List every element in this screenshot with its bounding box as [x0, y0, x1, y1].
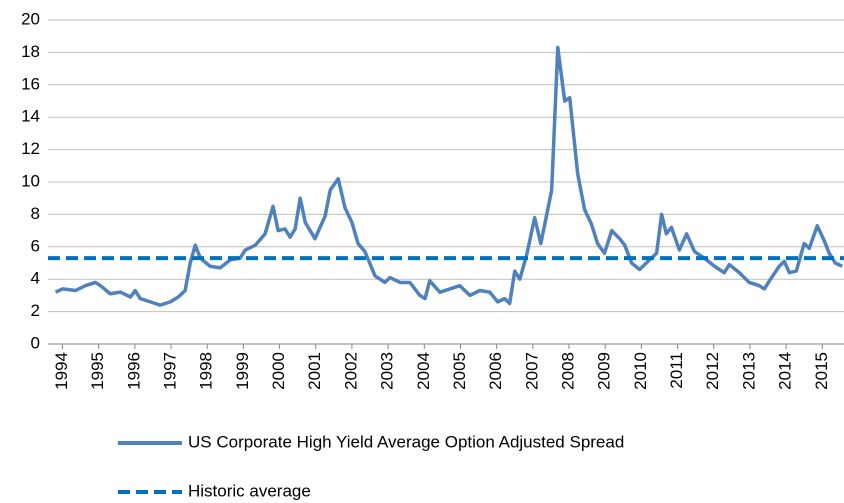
y-tick-label: 6: [31, 236, 40, 255]
x-tick-label: 2009: [595, 352, 614, 390]
legend-label: Historic average: [188, 481, 311, 500]
x-tick-label: 2013: [739, 352, 758, 390]
y-tick-label: 0: [31, 333, 40, 352]
x-tick-label: 2004: [414, 352, 433, 390]
data-line: [54, 45, 843, 307]
x-tick-label: 1998: [197, 352, 216, 390]
y-tick-label: 8: [31, 204, 40, 223]
x-tick-label: 2014: [776, 352, 795, 390]
y-tick-label: 14: [21, 107, 40, 126]
x-tick-label: 2000: [269, 352, 288, 390]
y-tick-label: 18: [21, 42, 40, 61]
x-tick-label: 1995: [88, 352, 107, 390]
y-tick-label: 12: [21, 139, 40, 158]
x-tick-label: 2001: [305, 352, 324, 390]
x-tick-label: 1994: [52, 352, 71, 390]
x-tick-label: 2005: [450, 352, 469, 390]
y-tick-label: 10: [21, 171, 40, 190]
x-tick-label: 2002: [341, 352, 360, 390]
legend-label: US Corporate High Yield Average Option A…: [188, 432, 624, 451]
x-tick-label: 2006: [486, 352, 505, 390]
x-tick-label: 2010: [631, 352, 650, 390]
x-tick-label: 1999: [233, 352, 252, 390]
y-tick-label: 2: [31, 301, 40, 320]
y-tick-label: 20: [21, 9, 40, 28]
x-tick-label: 2007: [522, 352, 541, 390]
x-tick-label: 2008: [559, 352, 578, 390]
x-tick-label: 2011: [667, 352, 686, 389]
x-tick-label: 2012: [703, 352, 722, 390]
y-tick-label: 4: [31, 269, 40, 288]
x-tick-label: 2015: [812, 352, 831, 390]
x-tick-label: 1997: [161, 352, 180, 390]
x-tick-label: 1996: [124, 352, 143, 390]
x-tick-label: 2003: [378, 352, 397, 390]
y-tick-label: 16: [21, 74, 40, 93]
